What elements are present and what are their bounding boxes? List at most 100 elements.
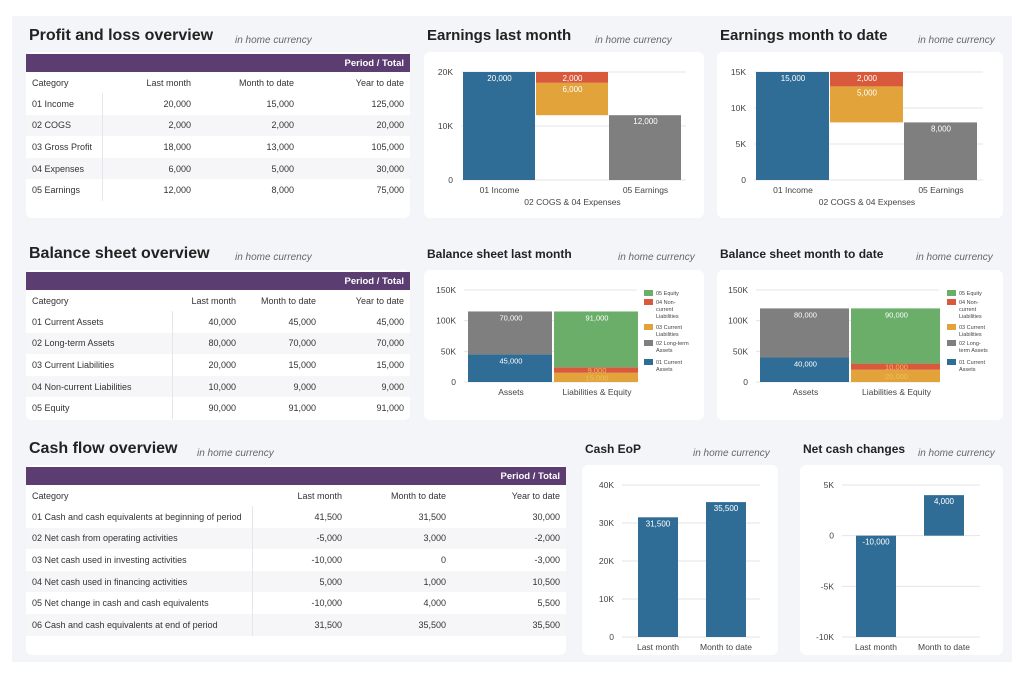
bs-col-category: Category: [32, 295, 69, 306]
bs-last-month-title: Balance sheet last month: [427, 247, 572, 261]
legend-label: 03 Current: [959, 325, 985, 331]
row-value-cell: 41,500: [314, 511, 342, 522]
x-tick-label: Assets: [498, 387, 524, 397]
legend-label: current: [656, 307, 674, 313]
x-tick-label: 01 Income: [480, 185, 520, 195]
y-tick-label: 0: [743, 377, 748, 387]
row-category-cell: 04 Net cash used in financing activities: [26, 570, 253, 593]
row-value-cell: 20,000: [300, 114, 410, 137]
bar-data-label: -10,000: [862, 538, 890, 547]
cash-eop-title: Cash EoP: [585, 442, 642, 456]
table-row: 02 COGS 2,000 2,000 20,000: [26, 114, 410, 137]
y-tick-label: -5K: [821, 581, 835, 591]
cf-subtitle: in home currency: [197, 448, 274, 459]
bar-data-label: 2,000: [857, 74, 878, 83]
table-row: 05 Net change in cash and cash equivalen…: [26, 592, 566, 614]
row-category-cell: 01 Cash and cash equivalents at beginnin…: [26, 506, 253, 528]
earnings-last-month-title: Earnings last month: [427, 27, 572, 44]
bar-data-label: 35,500: [714, 504, 739, 513]
bs-table: Period / Total Category Last month Month…: [26, 272, 410, 419]
segment-data-label: 20,000: [885, 372, 908, 381]
bar-data-label: 31,500: [646, 519, 671, 528]
segment-data-label: 70,000: [500, 313, 523, 322]
segment-data-label: 91,000: [586, 313, 609, 322]
y-tick-label: 5K: [824, 480, 835, 490]
row-value-cell: 2,000: [197, 114, 300, 137]
bs-mtd-title: Balance sheet month to date: [720, 247, 884, 261]
legend-swatch: [947, 359, 956, 365]
stacked-segment: [851, 369, 940, 382]
pl-col-category: Category: [32, 77, 69, 88]
legend-label: 02 Long-term: [656, 341, 689, 347]
legend-label: 02 Long-: [959, 341, 981, 347]
bar-data-label: 2,000: [562, 74, 583, 83]
y-tick-label: 0: [741, 175, 746, 185]
legend-label: Liabilities: [959, 332, 982, 338]
bs-title: Balance sheet overview: [29, 245, 210, 262]
bar: [638, 517, 678, 637]
legend-label: 04 Non-: [959, 300, 979, 306]
legend-swatch: [947, 340, 956, 346]
table-row: 01 Cash and cash equivalents at beginnin…: [26, 506, 566, 528]
x-tick-label: Last month: [855, 642, 897, 652]
legend-swatch: [644, 340, 653, 346]
earnings-mtd-chart: 0 5K 10K 15K 15,000 5,000 2,000 8,000 01 Income 0…: [731, 67, 983, 207]
row-value-cell: 75,000: [376, 185, 404, 196]
y-tick-label: 30K: [599, 518, 614, 528]
row-category-cell: 03 Current Liabilities: [26, 354, 173, 376]
cf-col-month-to-date: Month to date: [390, 490, 446, 501]
legend-swatch: [644, 359, 653, 365]
legend-label: Assets: [959, 367, 976, 373]
bar-data-label: 8,000: [931, 124, 952, 133]
legend-label: Assets: [656, 367, 673, 373]
row-value-cell: 5,000: [252, 570, 348, 593]
waterfall-bar: [756, 72, 829, 180]
stacked-segment: [468, 311, 552, 355]
y-tick-label: 10K: [731, 103, 746, 113]
legend-swatch: [947, 299, 956, 305]
row-value-cell: 10,500: [452, 570, 566, 593]
stacked-segment: [760, 308, 849, 358]
stacked-segment: [851, 363, 940, 370]
y-tick-label: 0: [829, 531, 834, 541]
bar: [856, 535, 896, 637]
y-tick-label: 50K: [441, 346, 456, 356]
row-value-cell: 70,000: [322, 332, 410, 355]
bs-col-last-month: Last month: [191, 295, 236, 306]
row-value-cell: 91,000: [376, 403, 404, 414]
bs-mtd-subtitle: in home currency: [916, 252, 993, 263]
row-value-cell: 10,000: [172, 375, 242, 398]
row-category-cell: 03 Gross Profit: [26, 136, 103, 158]
cf-col-year-to-date: Year to date: [511, 490, 560, 501]
x-tick-label: Liabilities & Equity: [862, 387, 932, 397]
table-row: 04 Expenses 6,000 5,000 30,000: [26, 157, 410, 180]
y-tick-label: 0: [451, 377, 456, 387]
waterfall-bar: [904, 122, 977, 180]
waterfall-bar: [536, 82, 608, 116]
bar-data-label: 15,000: [781, 74, 806, 83]
bs-subtitle: in home currency: [235, 252, 312, 263]
row-value-cell: 8,000: [271, 185, 294, 196]
pl-col-last-month: Last month: [146, 77, 191, 88]
row-value-cell: -5,000: [252, 527, 348, 550]
earnings-mtd-subtitle: in home currency: [918, 35, 995, 46]
bs-col-month-to-date: Month to date: [260, 295, 316, 306]
row-category-cell: 04 Non-current Liabilities: [26, 375, 173, 398]
legend-label: 05 Equity: [656, 291, 679, 297]
legend-label: Liabilities: [959, 314, 982, 320]
segment-data-label: 80,000: [794, 310, 817, 319]
pl-col-month-to-date: Month to date: [238, 77, 294, 88]
cf-title: Cash flow overview: [29, 440, 178, 457]
row-value-cell: 2,000: [102, 114, 197, 137]
pl-column-headers: Category Last month Month to date Year t…: [26, 72, 410, 93]
legend-swatch: [644, 324, 653, 330]
x-tick-label: 05 Earnings: [623, 185, 668, 195]
segment-data-label: 45,000: [500, 356, 523, 365]
cf-table: Period / Total Category Last month Month…: [26, 467, 566, 636]
y-tick-label: 100K: [436, 316, 456, 326]
x-tick-label: Last month: [637, 642, 679, 652]
y-tick-label: 100K: [728, 316, 748, 326]
row-category-cell: 01 Current Assets: [26, 311, 173, 333]
row-category-cell: 05 Earnings: [26, 179, 103, 201]
bar-data-label: 5,000: [857, 88, 878, 97]
